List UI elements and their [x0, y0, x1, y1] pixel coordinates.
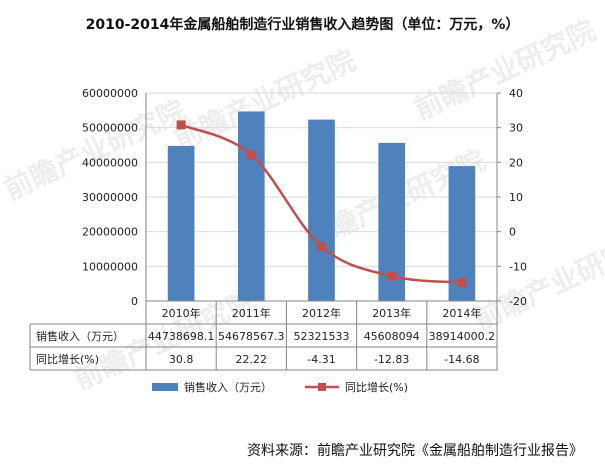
y2-tick-label: 40: [509, 87, 523, 100]
y-tick-label: 50000000: [82, 122, 138, 135]
legend-bar-swatch: [152, 383, 178, 391]
line-point: [176, 120, 186, 130]
y2-tick-label: 20: [509, 156, 523, 169]
watermark-text: 前瞻产业研究院: [409, 14, 601, 127]
table-series-label: 销售收入（万元）: [36, 329, 124, 343]
y2-tick-label: -10: [509, 260, 527, 273]
bar: [237, 111, 265, 301]
source-note: 资料来源：前瞻产业研究院《金属船舶制造行业报告》: [247, 443, 583, 459]
line-point: [457, 278, 467, 288]
table-series-label: 同比增长(%): [36, 352, 99, 366]
data-label: -14.68: [444, 353, 479, 366]
legend-label: 销售收入（万元）: [184, 380, 272, 394]
data-label: -12.83: [374, 353, 409, 366]
line-point: [387, 271, 397, 281]
y2-tick-label: -20: [509, 295, 527, 308]
watermark-text: 前瞻产业研究院: [0, 94, 191, 207]
y-tick-label: 0: [131, 295, 138, 308]
y-tick-label: 40000000: [82, 156, 138, 169]
y2-tick-label: 30: [509, 122, 523, 135]
bar: [167, 145, 195, 301]
data-label: 30.8: [169, 353, 194, 366]
chart-title: 2010-2014年金属船舶制造行业销售收入趋势图（单位：万元，%）: [85, 17, 520, 33]
bar: [308, 119, 335, 301]
data-label: 38914000.2: [429, 330, 495, 343]
line-point: [246, 150, 256, 160]
y-tick-label: 10000000: [82, 260, 138, 273]
legend-line-marker: [318, 383, 326, 391]
y2-tick-label: 10: [509, 191, 523, 204]
y2-tick-label: 0: [509, 226, 516, 239]
data-label: 45608094: [364, 330, 420, 343]
x-tick-label: 2012年: [302, 306, 341, 320]
legend-label: 同比增长(%): [345, 380, 408, 394]
data-label: 52321533: [294, 330, 350, 343]
data-label: 54678567.3: [218, 330, 284, 343]
y-tick-label: 20000000: [82, 226, 138, 239]
data-label: 22.22: [236, 353, 268, 366]
x-tick-label: 2011年: [232, 306, 271, 320]
data-label: 44738698.1: [148, 330, 214, 343]
y-tick-label: 30000000: [82, 191, 138, 204]
legend: 销售收入（万元） 同比增长(%): [152, 380, 408, 394]
x-tick-label: 2010年: [162, 306, 201, 320]
x-tick-label: 2013年: [372, 306, 411, 320]
line-point: [317, 242, 326, 252]
watermark-text: 前瞻产业研究院: [469, 224, 605, 337]
plot-area: 0 10000000 20000000 30000000 40000000 5000000…: [82, 87, 527, 308]
data-label: -4.31: [307, 353, 335, 366]
y-tick-label: 60000000: [82, 87, 138, 100]
x-tick-label: 2014年: [442, 306, 481, 320]
